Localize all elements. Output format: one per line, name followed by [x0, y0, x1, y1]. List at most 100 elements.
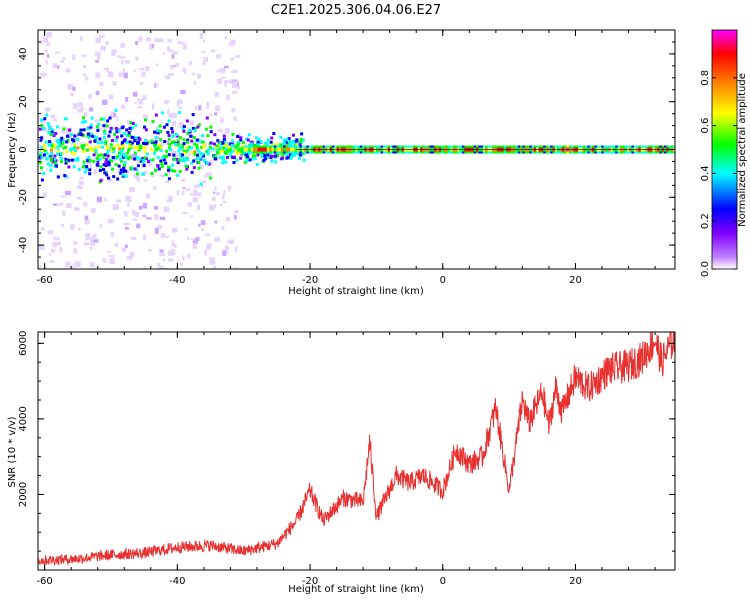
spectrogram-band-cell [96, 157, 100, 161]
spectrogram-band-cell [68, 128, 72, 132]
spectrogram-noise-cell [155, 83, 159, 87]
spectrogram-band-cell [181, 127, 185, 131]
spectrogram-band-cell [176, 161, 180, 165]
spectrogram-band-cell [135, 168, 139, 172]
spectrogram-band-cell [52, 146, 56, 150]
spectrogram-heatmap [38, 32, 675, 269]
spectrogram-band-cell [73, 143, 77, 147]
spectrogram-band-cell [279, 135, 283, 139]
spectrogram-noise-cell [43, 37, 49, 43]
spectrogram-band-cell [208, 145, 212, 149]
spectrogram-noise-cell [193, 184, 200, 188]
spectrogram-band-cell [85, 148, 89, 152]
spectrogram-band-cell [88, 140, 92, 144]
spectrogram-noise-cell [192, 239, 198, 245]
spectrogram-noise-cell [135, 211, 139, 218]
spectrogram-band-cell [129, 166, 133, 170]
spectrogram-band-cell [190, 139, 194, 143]
spectrogram-noise-cell [152, 186, 157, 191]
spectrogram-band-cell [121, 144, 125, 148]
spectrogram-noise-cell [227, 185, 232, 190]
spectrogram-band-cell [184, 149, 188, 153]
spectrogram-noise-cell [155, 63, 159, 66]
spectrogram-noise-cell [130, 154, 137, 160]
spectrogram-noise-cell [111, 159, 116, 162]
spectrogram-band-cell [182, 125, 186, 129]
spectrogram-band-cell [240, 146, 244, 150]
spectrogram-band-cell [67, 158, 71, 162]
spectrogram-band-cell [79, 128, 83, 132]
spectrogram-band-cell [275, 142, 279, 146]
spectrogram-band-cell [232, 161, 236, 165]
spectrogram-band-cell [54, 132, 58, 136]
spectrogram-noise-cell [189, 193, 195, 196]
spectrogram-band-cell [224, 147, 228, 151]
spectrogram-noise-cell [169, 65, 174, 70]
spectrogram-band-cell [228, 153, 232, 157]
spectrogram-band-cell [88, 172, 92, 176]
spectrogram-band-cell [253, 153, 257, 157]
spectrogram-band-cell [111, 167, 115, 171]
spectrogram-band-cell [226, 149, 230, 153]
spectrogram-band-cell [81, 120, 85, 124]
spectrogram-noise-cell [111, 53, 116, 57]
spectrogram-noise-cell [188, 61, 193, 65]
spectrogram-noise-cell [145, 66, 150, 72]
spectrogram-band-cell [236, 135, 240, 139]
spectrogram-band-cell [104, 140, 108, 144]
spectrogram-noise-cell [49, 253, 52, 256]
spectrogram-noise-cell [83, 242, 89, 246]
spectrogram-band-cell [221, 155, 225, 159]
spectrogram-band-cell [218, 150, 222, 154]
spectrogram-noise-cell [155, 126, 160, 130]
spectrogram-band-cell [49, 142, 53, 146]
spectrogram-band-cell [40, 156, 44, 160]
spectrogram-band-cell [193, 142, 197, 146]
spectrogram-band-cell [67, 165, 71, 169]
spectrogram-noise-cell [190, 238, 196, 241]
spectrogram-band-cell [302, 158, 306, 162]
spectrogram-band-cell [165, 154, 169, 158]
spectrogram-noise-cell [208, 204, 215, 211]
spectrogram-band-cell [55, 139, 59, 143]
spectrogram-band-cell [209, 141, 213, 145]
spectrogram-band-cell [197, 161, 201, 165]
spectrogram-band-cell [40, 136, 44, 140]
spectrogram-band-cell [152, 150, 156, 154]
spectrogram-noise-cell [100, 46, 107, 51]
spectrogram-noise-cell [53, 118, 57, 122]
spectrogram-band-cell [220, 148, 224, 152]
spectrogram-noise-cell [59, 247, 63, 253]
spectrogram-band-cell [246, 138, 250, 142]
spectrogram-band-cell [215, 149, 219, 153]
spectrogram-noise-cell [86, 160, 92, 164]
spectrogram-noise-cell [114, 242, 119, 247]
spectrogram-noise-cell [139, 67, 145, 71]
spectrogram-carrier-cell [252, 147, 256, 152]
spectrogram-noise-cell [193, 189, 198, 196]
spectrogram-band-cell [105, 146, 109, 150]
spectrogram-carrier-cell [292, 147, 296, 152]
spectrogram-noise-cell [216, 78, 223, 84]
spectrogram-noise-cell [120, 43, 126, 49]
spectrogram-band-cell [141, 172, 145, 176]
spectrogram-band-cell [120, 152, 124, 156]
spectrogram-noise-cell [103, 127, 108, 130]
spectrogram-band-cell [47, 143, 51, 147]
spectrogram-band-cell [200, 140, 204, 144]
spectrogram-noise-cell [167, 250, 174, 256]
spectrogram-band-cell [143, 125, 147, 129]
spectrogram-noise-cell [192, 197, 198, 203]
spectrogram-band-cell [121, 147, 125, 151]
spectrogram-noise-cell [121, 247, 127, 252]
spectrogram-noise-cell [233, 210, 239, 214]
spectrogram-noise-cell [60, 60, 64, 64]
spectrogram-band-cell [179, 155, 183, 159]
spectrogram-noise-cell [95, 37, 101, 43]
spectrogram-band-cell [200, 134, 204, 138]
spectrogram-noise-cell [202, 60, 206, 66]
spectrogram-band-cell [103, 153, 107, 157]
spectrogram-noise-cell [110, 232, 115, 237]
spectrogram-band-cell [95, 125, 99, 129]
spectrogram-band-cell [185, 145, 189, 149]
